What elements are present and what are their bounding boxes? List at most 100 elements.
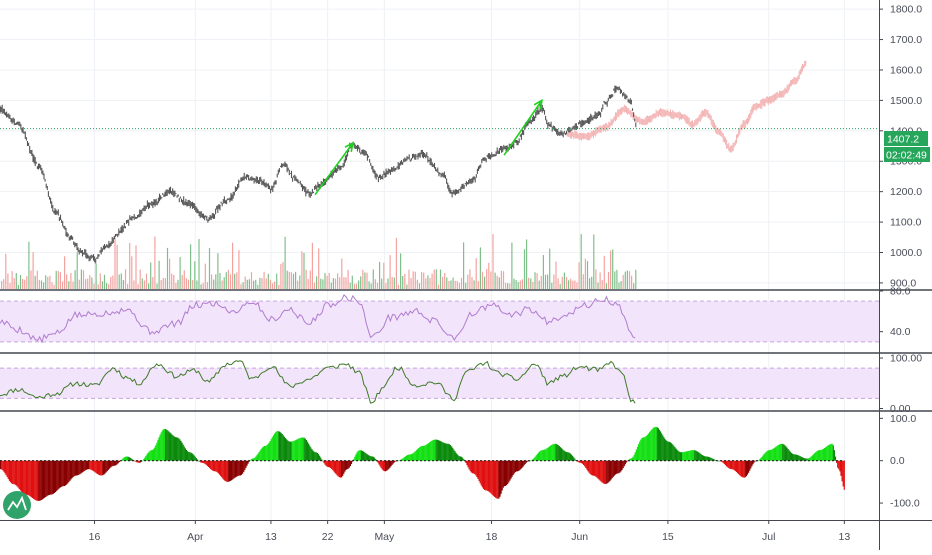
oscillator-bar [57,460,59,490]
oscillator-bar [825,447,827,461]
volume-bar [284,236,286,289]
volume-bar [595,269,597,289]
volume-bar [49,275,51,289]
oscillator-bar [236,460,238,477]
oscillator-bar [99,460,101,476]
oscillator-bar [213,460,215,472]
oscillator-bar [257,453,259,461]
oscillator-bar [642,437,644,461]
volume-bar [227,269,229,289]
volume-bar [288,271,290,289]
volume-bar [507,283,509,289]
rsi-axis-tick-label: 80.0 [890,286,911,298]
oscillator-bar [239,460,241,476]
oscillator-bar [125,456,127,461]
time-axis[interactable]: 16 Apr 13 22 May 18 Jun 15 Jul 13 [89,520,851,543]
volume-bar [355,283,358,289]
oscillator-bar [137,460,139,463]
oscillator-bar [106,460,108,472]
oscillator-bar [682,452,684,461]
oscillator-bar [744,460,746,478]
oscillator-bar [595,460,597,477]
oscillator-bar [161,430,163,461]
oscillator-bar [333,460,335,472]
volume-bar [517,282,519,289]
stochastic-axis-tick-label: 0.00 [890,403,911,415]
volume-bar [290,272,292,289]
volume-bar [563,272,565,289]
volume-bar [7,273,9,289]
oscillator-bar [96,460,98,475]
oscillator-bar [117,460,119,464]
oscillator-bar [666,441,668,461]
oscillator-bar [503,460,505,487]
oscillator-bar [548,446,551,461]
oscillator-bar [759,459,761,461]
oscillator-bar [211,460,213,471]
oscillator-bar [382,460,384,471]
volume-bar [412,271,414,289]
tradingview-logo-icon[interactable] [3,491,31,519]
grid [0,0,879,520]
volume-bar [442,276,444,289]
volume-bar [376,282,379,289]
oscillator-bar [294,440,296,461]
oscillator-bar [23,460,25,494]
volume-bar [99,273,101,289]
oscillator-bar [246,460,248,466]
oscillator-bar [675,448,677,461]
volume-bar [622,274,624,289]
oscillator-bar [320,457,322,461]
oscillator-bar [735,460,738,473]
oscillator-bar [632,456,634,461]
oscillator-bar [13,460,15,485]
oscillator-bar [157,440,159,461]
volume-bar [259,277,261,289]
volume-bar [618,282,620,289]
oscillator-bar [544,449,546,461]
oscillator-bar [449,445,452,461]
oscillator-bar [365,453,367,461]
oscillator-bar [205,460,207,465]
volume-bar [374,279,376,289]
oscillator-bar [600,460,602,482]
oscillator-bar [97,460,100,475]
oscillator-bar [476,460,478,477]
oscillator-bar [728,460,730,469]
volume-bar [435,269,437,289]
oscillator-bar [807,458,809,461]
oscillator-bar [15,460,17,486]
oscillator-bar [627,460,629,462]
oscillator-bar [446,443,448,461]
volume-bar [358,280,360,289]
oscillator-bar [12,460,14,484]
oscillator-bar [452,447,454,461]
oscillator-bar [741,460,743,478]
oscillator-bar [207,460,210,468]
oscillator-bar [462,457,464,461]
oscillator-bar [379,460,381,467]
volume-bar [473,280,475,289]
oscillator-bar [502,460,504,488]
price-axis[interactable]: 1800.01700.01600.01500.01400.01300.01200… [879,4,922,510]
oscillator-bar [380,460,382,469]
oscillator-bar [218,460,221,475]
oscillator-bar [774,447,776,461]
volume-bar [196,280,198,289]
oscillator-bar [378,460,380,465]
oscillator-bar [702,455,705,461]
oscillator-bar [810,456,812,461]
volume-bar [481,271,484,289]
oscillator-bar [418,448,420,461]
oscillator-bar [165,429,167,461]
oscillator-bar [367,454,369,461]
oscillator-bar [355,454,357,461]
oscillator-bar [401,458,403,461]
oscillator-bar [111,460,113,467]
oscillator-bar [746,460,749,475]
oscillator-bar [233,460,235,479]
oscillator-bar [279,431,281,461]
volume-bar [628,271,631,289]
